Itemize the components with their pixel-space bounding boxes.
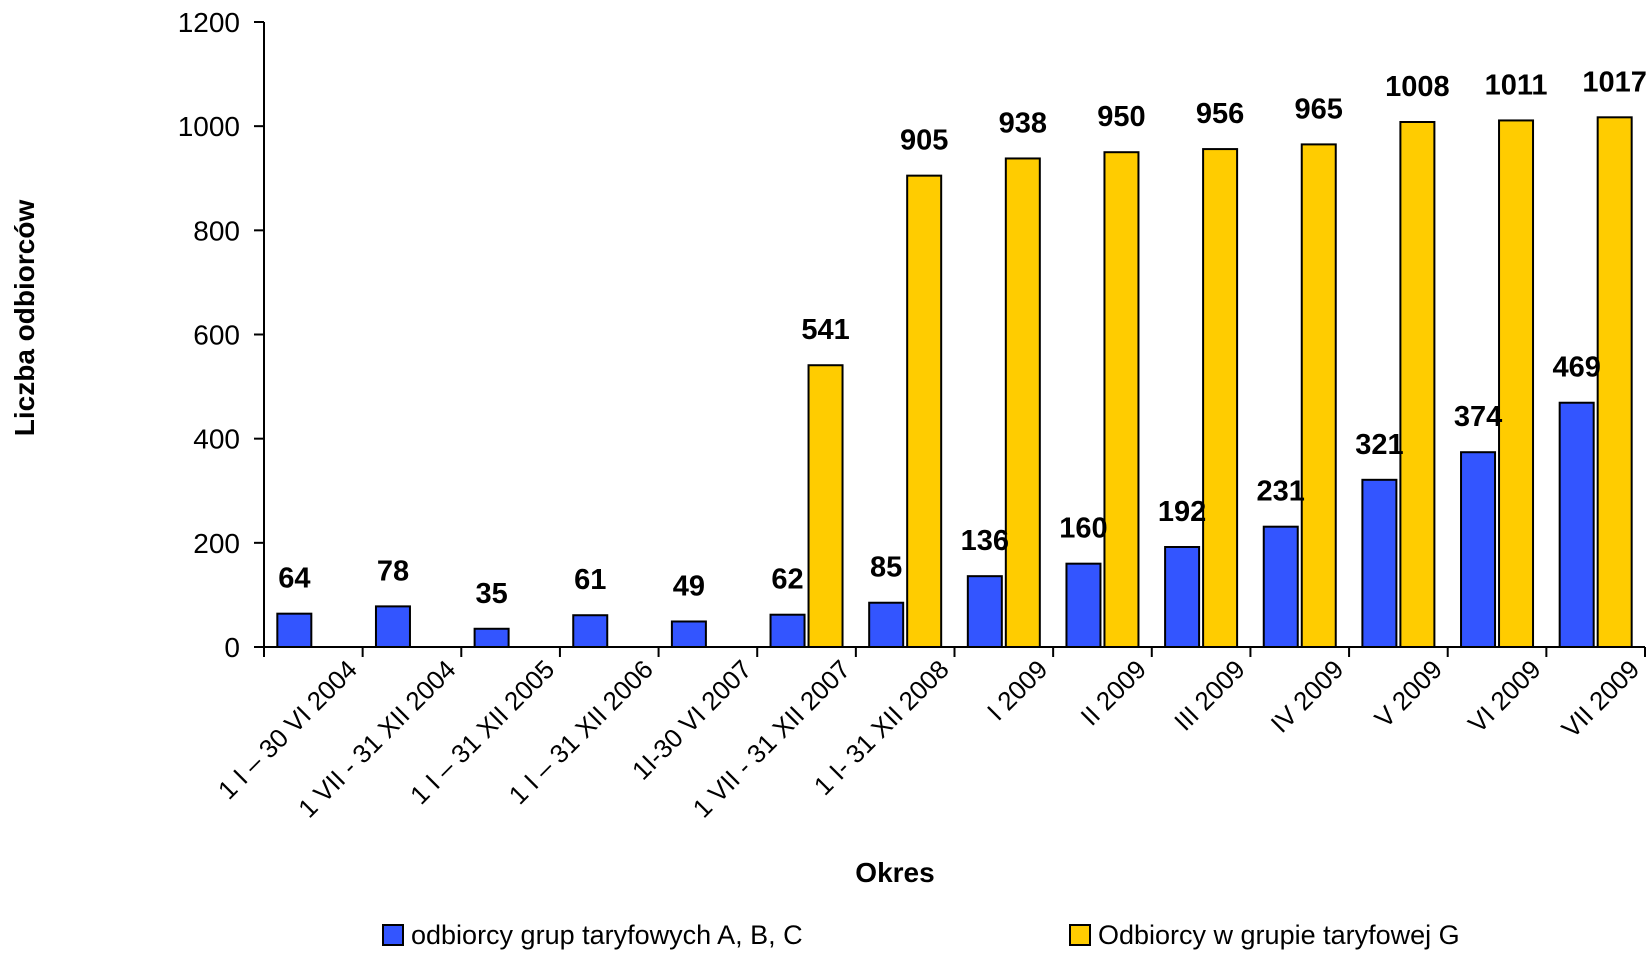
data-label-series-1: 35 bbox=[475, 578, 507, 610]
bar-series-1 bbox=[1361, 478, 1398, 648]
data-label-series-1: 469 bbox=[1552, 352, 1600, 384]
bar-series-2 bbox=[906, 174, 943, 648]
legend-label-series-2: Odbiorcy w grupie taryfowej G bbox=[1098, 920, 1460, 950]
legend-item-series-2: Odbiorcy w grupie taryfowej G bbox=[1069, 920, 1460, 950]
y-tick-label: 1200 bbox=[178, 7, 240, 38]
data-label-series-1: 231 bbox=[1257, 476, 1305, 508]
bar-series-1 bbox=[1065, 562, 1102, 649]
data-label-series-1: 62 bbox=[771, 564, 803, 596]
legend-swatch-series-2 bbox=[1069, 924, 1091, 946]
bar-series-1 bbox=[1558, 401, 1595, 648]
x-tick-label: IV 2009 bbox=[1265, 654, 1350, 739]
data-label-series-1: 49 bbox=[673, 570, 705, 602]
x-tick-label: III 2009 bbox=[1168, 654, 1251, 737]
bar-series-1 bbox=[276, 612, 313, 649]
y-tick-label: 1000 bbox=[178, 111, 240, 142]
bar-series-2 bbox=[1399, 121, 1436, 648]
bar-series-1 bbox=[966, 575, 1003, 649]
data-label-series-1: 85 bbox=[870, 552, 902, 584]
data-label-series-2: 938 bbox=[999, 107, 1047, 139]
y-tick-label: 800 bbox=[193, 215, 240, 246]
data-label-series-2: 956 bbox=[1196, 98, 1244, 130]
data-label-series-2: 541 bbox=[801, 314, 849, 346]
bar-series-1 bbox=[1164, 546, 1201, 648]
bars-group bbox=[276, 116, 1633, 649]
data-label-series-1: 78 bbox=[377, 555, 409, 587]
x-tick-label: I 2009 bbox=[981, 654, 1053, 726]
legend-item-series-1: odbiorcy grup taryfowych A, B, C bbox=[382, 920, 803, 950]
data-label-series-2: 905 bbox=[900, 125, 948, 157]
bar-series-1 bbox=[769, 613, 806, 648]
y-axis-ticks: 0 200 400 600 800 1000 1200 bbox=[178, 7, 264, 663]
bar-series-2 bbox=[1103, 151, 1140, 648]
data-label-series-1: 61 bbox=[574, 564, 606, 596]
y-tick-label: 200 bbox=[193, 528, 240, 559]
data-labels-group: 64 78 35 61 49 62 85 136 160 192 231 321 374 469 541 90… bbox=[278, 66, 1647, 609]
data-label-series-2: 1011 bbox=[1485, 69, 1548, 101]
y-tick-label: 600 bbox=[193, 320, 240, 351]
data-label-series-2: 965 bbox=[1295, 93, 1343, 125]
data-label-series-2: 1017 bbox=[1582, 66, 1647, 98]
data-label-series-1: 64 bbox=[278, 563, 310, 595]
x-tick-label: V 2009 bbox=[1368, 654, 1447, 733]
bar-series-2 bbox=[1202, 148, 1239, 648]
bar-series-1 bbox=[572, 614, 609, 649]
bar-series-1 bbox=[1262, 525, 1299, 648]
bar-series-2 bbox=[1004, 157, 1041, 648]
data-label-series-2: 1008 bbox=[1385, 71, 1450, 103]
bar-series-2 bbox=[1596, 116, 1633, 648]
y-tick-label: 400 bbox=[193, 424, 240, 455]
legend-swatch-series-1 bbox=[382, 924, 404, 946]
data-label-series-2: 950 bbox=[1097, 101, 1145, 133]
bar-series-2 bbox=[1498, 119, 1535, 648]
bar-series-2 bbox=[1300, 143, 1337, 648]
data-label-series-1: 136 bbox=[961, 525, 1009, 557]
x-tick-label: II 2009 bbox=[1075, 654, 1152, 731]
y-tick-label: 0 bbox=[224, 632, 240, 663]
y-axis-title: Liczba odbiorców bbox=[9, 200, 40, 437]
legend: odbiorcy grup taryfowych A, B, C Odbiorc… bbox=[382, 920, 1460, 950]
bar-series-1 bbox=[1460, 451, 1497, 649]
bar-series-2 bbox=[807, 364, 844, 648]
x-axis-title: Okres bbox=[855, 857, 934, 888]
legend-label-series-1: odbiorcy grup taryfowych A, B, C bbox=[411, 920, 803, 950]
bar-series-1 bbox=[670, 620, 707, 649]
data-label-series-1: 321 bbox=[1355, 429, 1403, 461]
data-label-series-1: 192 bbox=[1158, 496, 1206, 528]
bar-series-1 bbox=[473, 627, 510, 648]
bar-series-1 bbox=[868, 601, 905, 649]
bar-series-1 bbox=[374, 605, 411, 648]
x-tick-label: VI 2009 bbox=[1462, 654, 1547, 739]
x-tick-label: VII 2009 bbox=[1556, 654, 1646, 744]
data-label-series-1: 374 bbox=[1454, 401, 1502, 433]
data-label-series-1: 160 bbox=[1059, 513, 1107, 545]
